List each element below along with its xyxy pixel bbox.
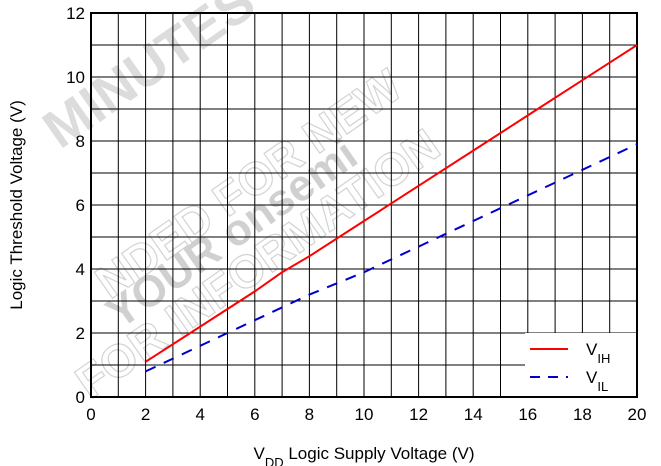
series-line-il xyxy=(145,143,638,373)
watermark: MINUTES NDED FOR NEW YOUR onsemi FOR INF… xyxy=(32,0,449,409)
x-tick-label: 6 xyxy=(250,405,259,424)
plot-frame xyxy=(90,12,638,398)
tick-labels: 0 2 4 6 8 10 12 14 16 18 20 0 2 4 6 8 10 12 xyxy=(66,4,646,424)
legend: VIH VIL xyxy=(525,333,636,396)
y-tick-label: 10 xyxy=(66,68,85,87)
x-tick-label: 4 xyxy=(195,405,204,424)
y-axis-label: Logic Threshold Voltage (V) xyxy=(7,100,26,309)
x-tick-label: 16 xyxy=(518,405,537,424)
y-tick-label: 2 xyxy=(76,324,85,343)
x-tick-label: 12 xyxy=(409,405,428,424)
x-tick-label: 2 xyxy=(141,405,150,424)
x-tick-label: 18 xyxy=(573,405,592,424)
legend-entry-vil: VIL xyxy=(586,368,608,394)
y-tick-label: 4 xyxy=(76,260,85,279)
x-tick-label: 14 xyxy=(464,405,483,424)
x-tick-label: 0 xyxy=(86,405,95,424)
y-tick-label: 12 xyxy=(66,4,85,23)
y-tick-label: 6 xyxy=(76,196,85,215)
series-line-ih xyxy=(145,44,638,363)
x-tick-label: 10 xyxy=(355,405,374,424)
x-tick-label: 20 xyxy=(628,405,647,424)
x-axis-label: VDD Logic Supply Voltage (V) xyxy=(253,444,474,466)
legend-background xyxy=(525,333,636,396)
y-tick-label: 8 xyxy=(76,132,85,151)
y-tick-label: 0 xyxy=(76,388,85,407)
plot-series xyxy=(145,44,638,373)
x-tick-label: 8 xyxy=(305,405,314,424)
legend-entry-vih: VIH xyxy=(586,340,610,366)
